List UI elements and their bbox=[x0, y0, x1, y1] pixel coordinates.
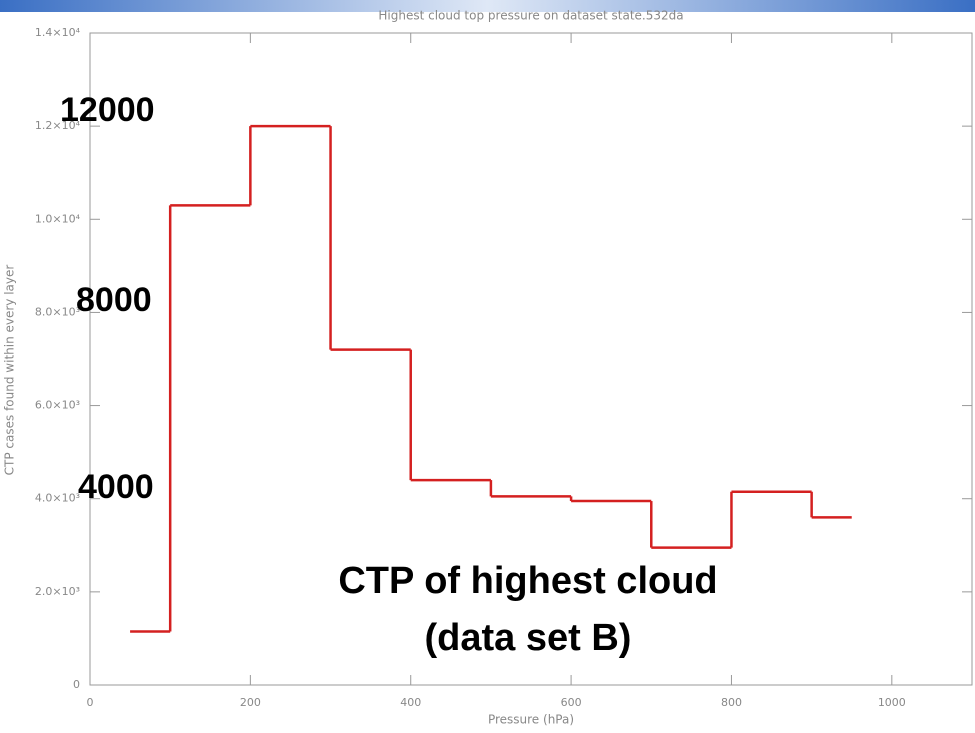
x-tick-label: 200 bbox=[240, 696, 261, 709]
annotation: 8000 bbox=[76, 281, 152, 319]
y-tick-label: 8.0×10³ bbox=[35, 305, 80, 318]
annotation: (data set B) bbox=[425, 617, 632, 659]
annotation: 12000 bbox=[60, 91, 155, 129]
y-tick-label: 1.0×10⁴ bbox=[35, 212, 81, 225]
y-tick-label: 1.2×10⁴ bbox=[35, 119, 81, 132]
x-tick-label: 600 bbox=[561, 696, 582, 709]
y-tick-label: 2.0×10³ bbox=[35, 585, 80, 598]
y-tick-label: 6.0×10³ bbox=[35, 399, 80, 412]
y-tick-label: 1.4×10⁴ bbox=[35, 26, 81, 39]
x-tick-label: 400 bbox=[400, 696, 421, 709]
y-axis-label: CTP cases found within every layer bbox=[3, 265, 17, 476]
x-tick-label: 1000 bbox=[878, 696, 906, 709]
x-axis-label: Pressure (hPa) bbox=[488, 713, 574, 727]
annotation: CTP of highest cloud bbox=[338, 560, 717, 602]
plot-frame bbox=[89, 32, 973, 686]
x-tick-label: 0 bbox=[87, 696, 94, 709]
header-band bbox=[0, 0, 975, 12]
x-tick-label: 800 bbox=[721, 696, 742, 709]
annotation: 4000 bbox=[78, 468, 154, 506]
y-tick-label: 0 bbox=[73, 678, 80, 691]
chart-title: Highest cloud top pressure on dataset st… bbox=[378, 9, 683, 23]
y-tick-label: 4.0×10³ bbox=[35, 492, 80, 505]
